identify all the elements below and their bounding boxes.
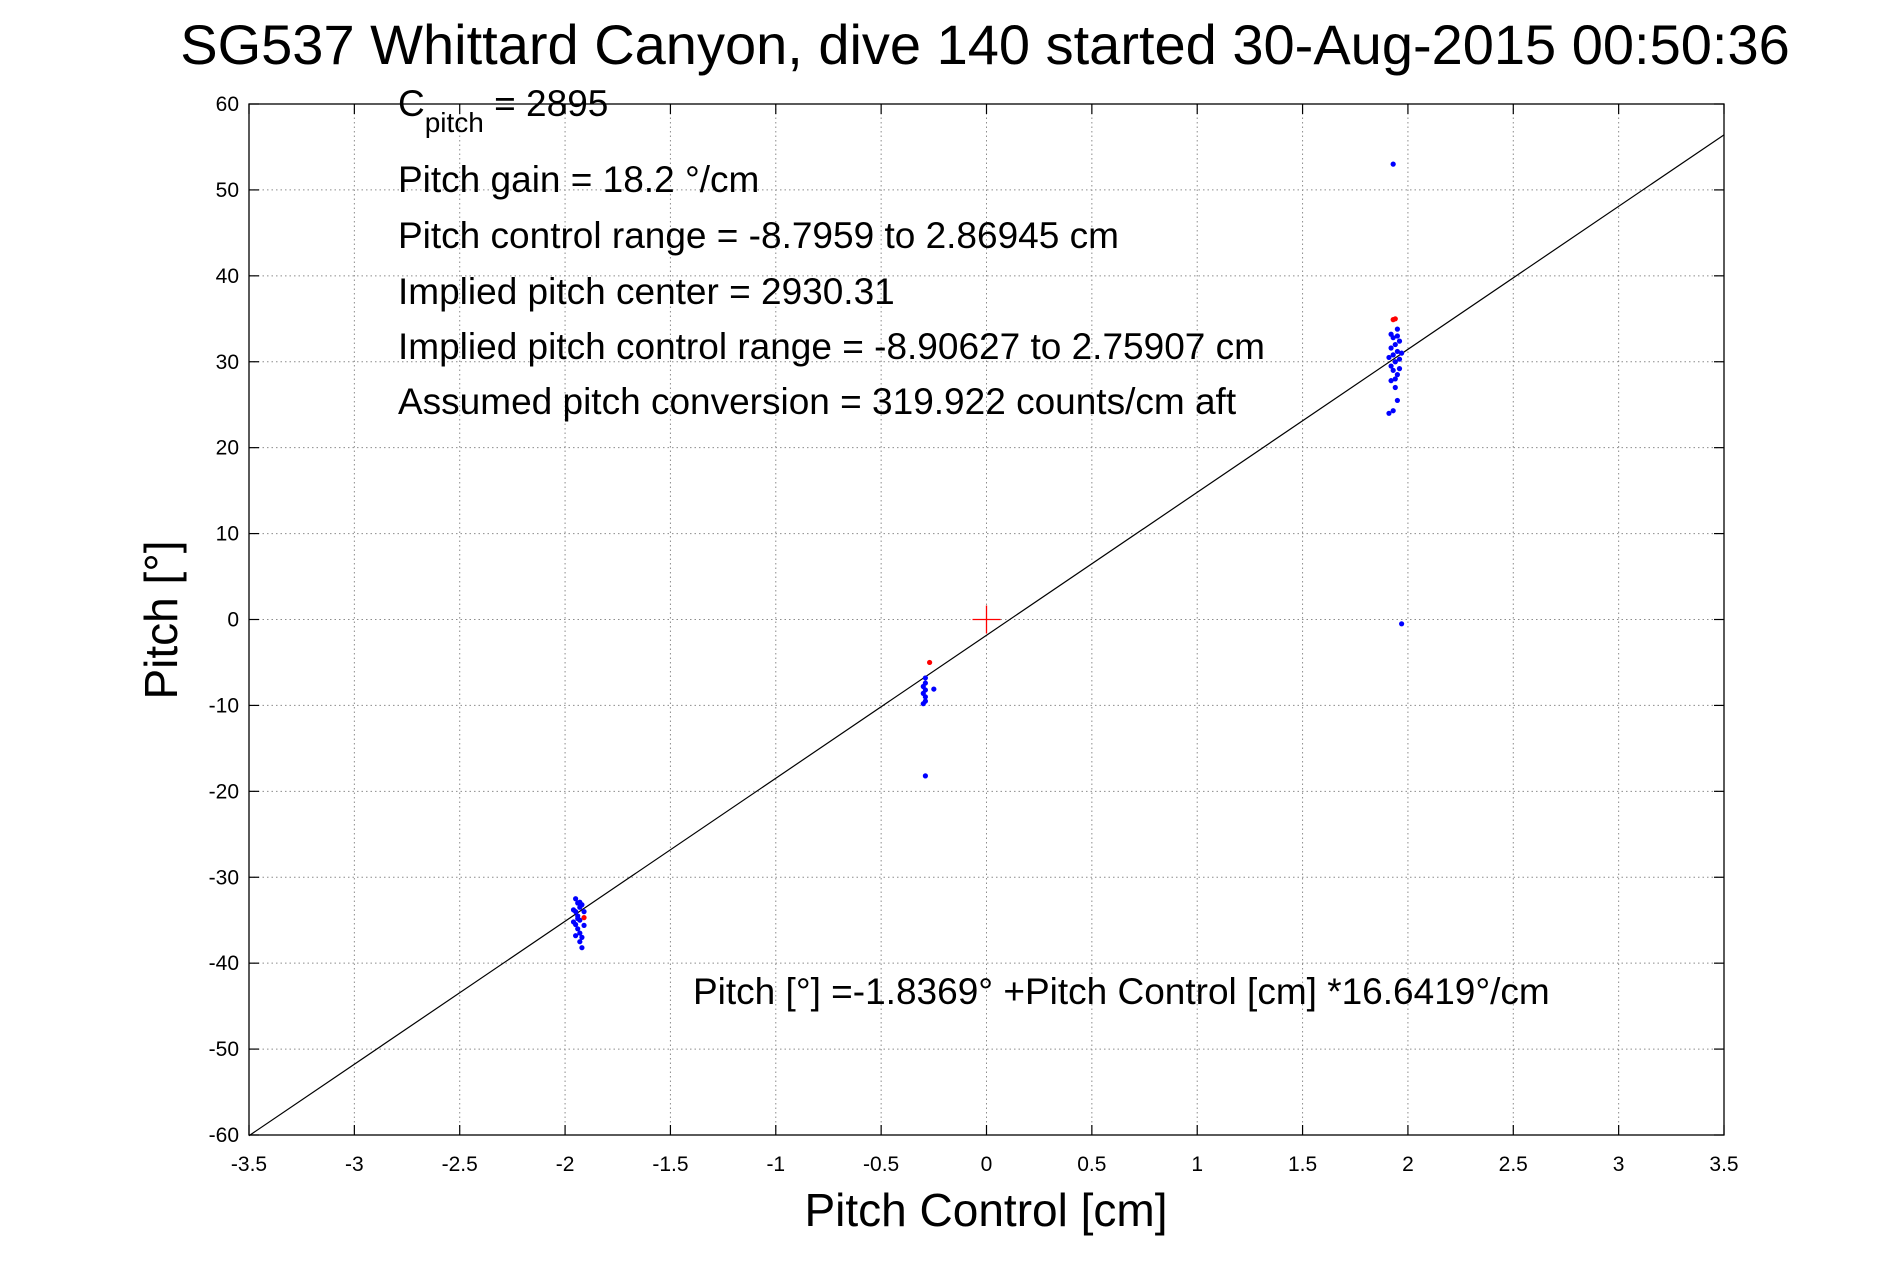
fit-line xyxy=(248,134,1725,1137)
annotation-implied-pitch-center: Implied pitch center = 2930.31 xyxy=(398,271,895,312)
data-point xyxy=(1386,410,1392,416)
data-point xyxy=(1394,333,1400,339)
x-tick-label: -2.5 xyxy=(442,1153,478,1176)
y-tick-label: 60 xyxy=(216,93,239,116)
data-point xyxy=(1399,621,1405,627)
data-point xyxy=(581,915,587,921)
y-tick-label: 0 xyxy=(227,609,239,632)
y-tick-label: 30 xyxy=(216,351,239,374)
data-point xyxy=(1396,338,1403,344)
data-point xyxy=(1392,359,1398,365)
annotation-cpitch-value: = 2895 xyxy=(484,83,608,124)
data-point xyxy=(1386,354,1392,361)
y-tick-label: -30 xyxy=(209,866,239,889)
center-marker-group xyxy=(972,605,1001,634)
data-point xyxy=(1394,348,1400,355)
data-point xyxy=(575,926,581,932)
data-point xyxy=(1390,367,1396,373)
data-point xyxy=(579,934,585,940)
y-tick-label: 10 xyxy=(216,523,239,546)
annotation-implied-pitch-control-range: Implied pitch control range = -8.90627 t… xyxy=(398,326,1265,367)
x-axis-label: Pitch Control [cm] xyxy=(805,1184,1168,1236)
data-point xyxy=(1394,326,1400,332)
x-tick-label: 1 xyxy=(1191,1153,1203,1176)
grid-lines xyxy=(249,104,1724,1135)
x-tick-label: -3.5 xyxy=(231,1153,267,1176)
y-axis-label: Pitch [°] xyxy=(135,540,187,699)
annotation-cpitch-sub: pitch xyxy=(425,107,484,138)
y-tick-label: -40 xyxy=(209,952,239,975)
data-point xyxy=(1396,356,1403,362)
y-tick-label: -20 xyxy=(209,780,239,803)
data-point xyxy=(579,945,585,951)
x-tick-label: -3 xyxy=(345,1153,364,1176)
data-point xyxy=(577,899,583,905)
data-point xyxy=(922,773,928,779)
fit-equation: Pitch [°] =-1.8369° +Pitch Control [cm] … xyxy=(693,971,1550,1012)
data-point xyxy=(575,915,581,922)
data-point xyxy=(1388,363,1394,369)
x-tick-label: -1 xyxy=(766,1153,785,1176)
annotation-cpitch-base: C xyxy=(398,83,425,124)
y-tick-label: 50 xyxy=(216,179,239,202)
data-point xyxy=(573,896,579,902)
x-tick-label: 1.5 xyxy=(1288,1153,1317,1176)
data-point xyxy=(573,933,579,939)
x-tick-label: -1.5 xyxy=(652,1153,688,1176)
data-point xyxy=(1388,345,1394,351)
data-point xyxy=(1394,372,1400,378)
data-point xyxy=(1390,408,1396,414)
x-tick-label: 0 xyxy=(981,1153,993,1176)
data-point xyxy=(581,909,587,915)
x-tick-label: 3 xyxy=(1613,1153,1625,1176)
y-tick-label: -10 xyxy=(209,694,239,717)
x-tick-label: -2 xyxy=(556,1153,575,1176)
data-point xyxy=(922,694,928,700)
data-point xyxy=(1390,352,1396,358)
x-tick-label: 3.5 xyxy=(1709,1153,1738,1176)
chart-title: SG537 Whittard Canyon, dive 140 started … xyxy=(180,13,1789,76)
data-point xyxy=(927,659,933,666)
y-tick-label: 40 xyxy=(216,265,239,288)
data-point xyxy=(1388,378,1394,384)
data-point xyxy=(1390,161,1396,167)
y-tick-label: 20 xyxy=(216,437,239,460)
data-point xyxy=(922,675,928,681)
data-point xyxy=(570,907,577,913)
data-point xyxy=(577,939,583,945)
y-tick-labels: -60 -50 -40 -30 -20 -10 0 10 20 30 40 50 60 xyxy=(209,93,239,1147)
x-tick-label: 2.5 xyxy=(1499,1153,1528,1176)
annotation-pitch-gain: Pitch gain = 18.2 °/cm xyxy=(398,159,759,200)
data-point xyxy=(1394,397,1400,404)
y-tick-label: -60 xyxy=(209,1124,239,1147)
data-points xyxy=(570,161,1405,951)
annotation-pitch-control-range: Pitch control range = -8.7959 to 2.86945… xyxy=(398,215,1119,256)
data-point xyxy=(581,922,587,928)
data-point xyxy=(570,919,577,925)
x-tick-label: 2 xyxy=(1402,1153,1414,1176)
x-tick-label: 0.5 xyxy=(1077,1153,1106,1176)
data-point xyxy=(931,686,937,692)
data-point xyxy=(1388,331,1394,337)
data-point xyxy=(1392,376,1398,382)
data-point xyxy=(1392,384,1398,391)
data-point xyxy=(920,701,926,707)
x-tick-labels: -3.5 -3 -2.5 -2 -1.5 -1 -0.5 0 0.5 1 1.5 2 2.5 3 3.5 xyxy=(231,1153,1739,1176)
fit-line-group xyxy=(248,134,1725,1137)
data-point xyxy=(1399,350,1405,356)
data-point xyxy=(1392,341,1398,348)
data-point xyxy=(577,930,583,936)
annotation-assumed-pitch-conversion: Assumed pitch conversion = 319.922 count… xyxy=(398,381,1237,422)
axis-ticks xyxy=(248,103,1725,1136)
data-point xyxy=(1390,317,1396,323)
y-tick-label: -50 xyxy=(209,1038,239,1061)
data-point xyxy=(1396,366,1403,372)
x-tick-label: -0.5 xyxy=(863,1153,899,1176)
annotation-cpitch: Cpitch = 2895 xyxy=(398,83,608,138)
